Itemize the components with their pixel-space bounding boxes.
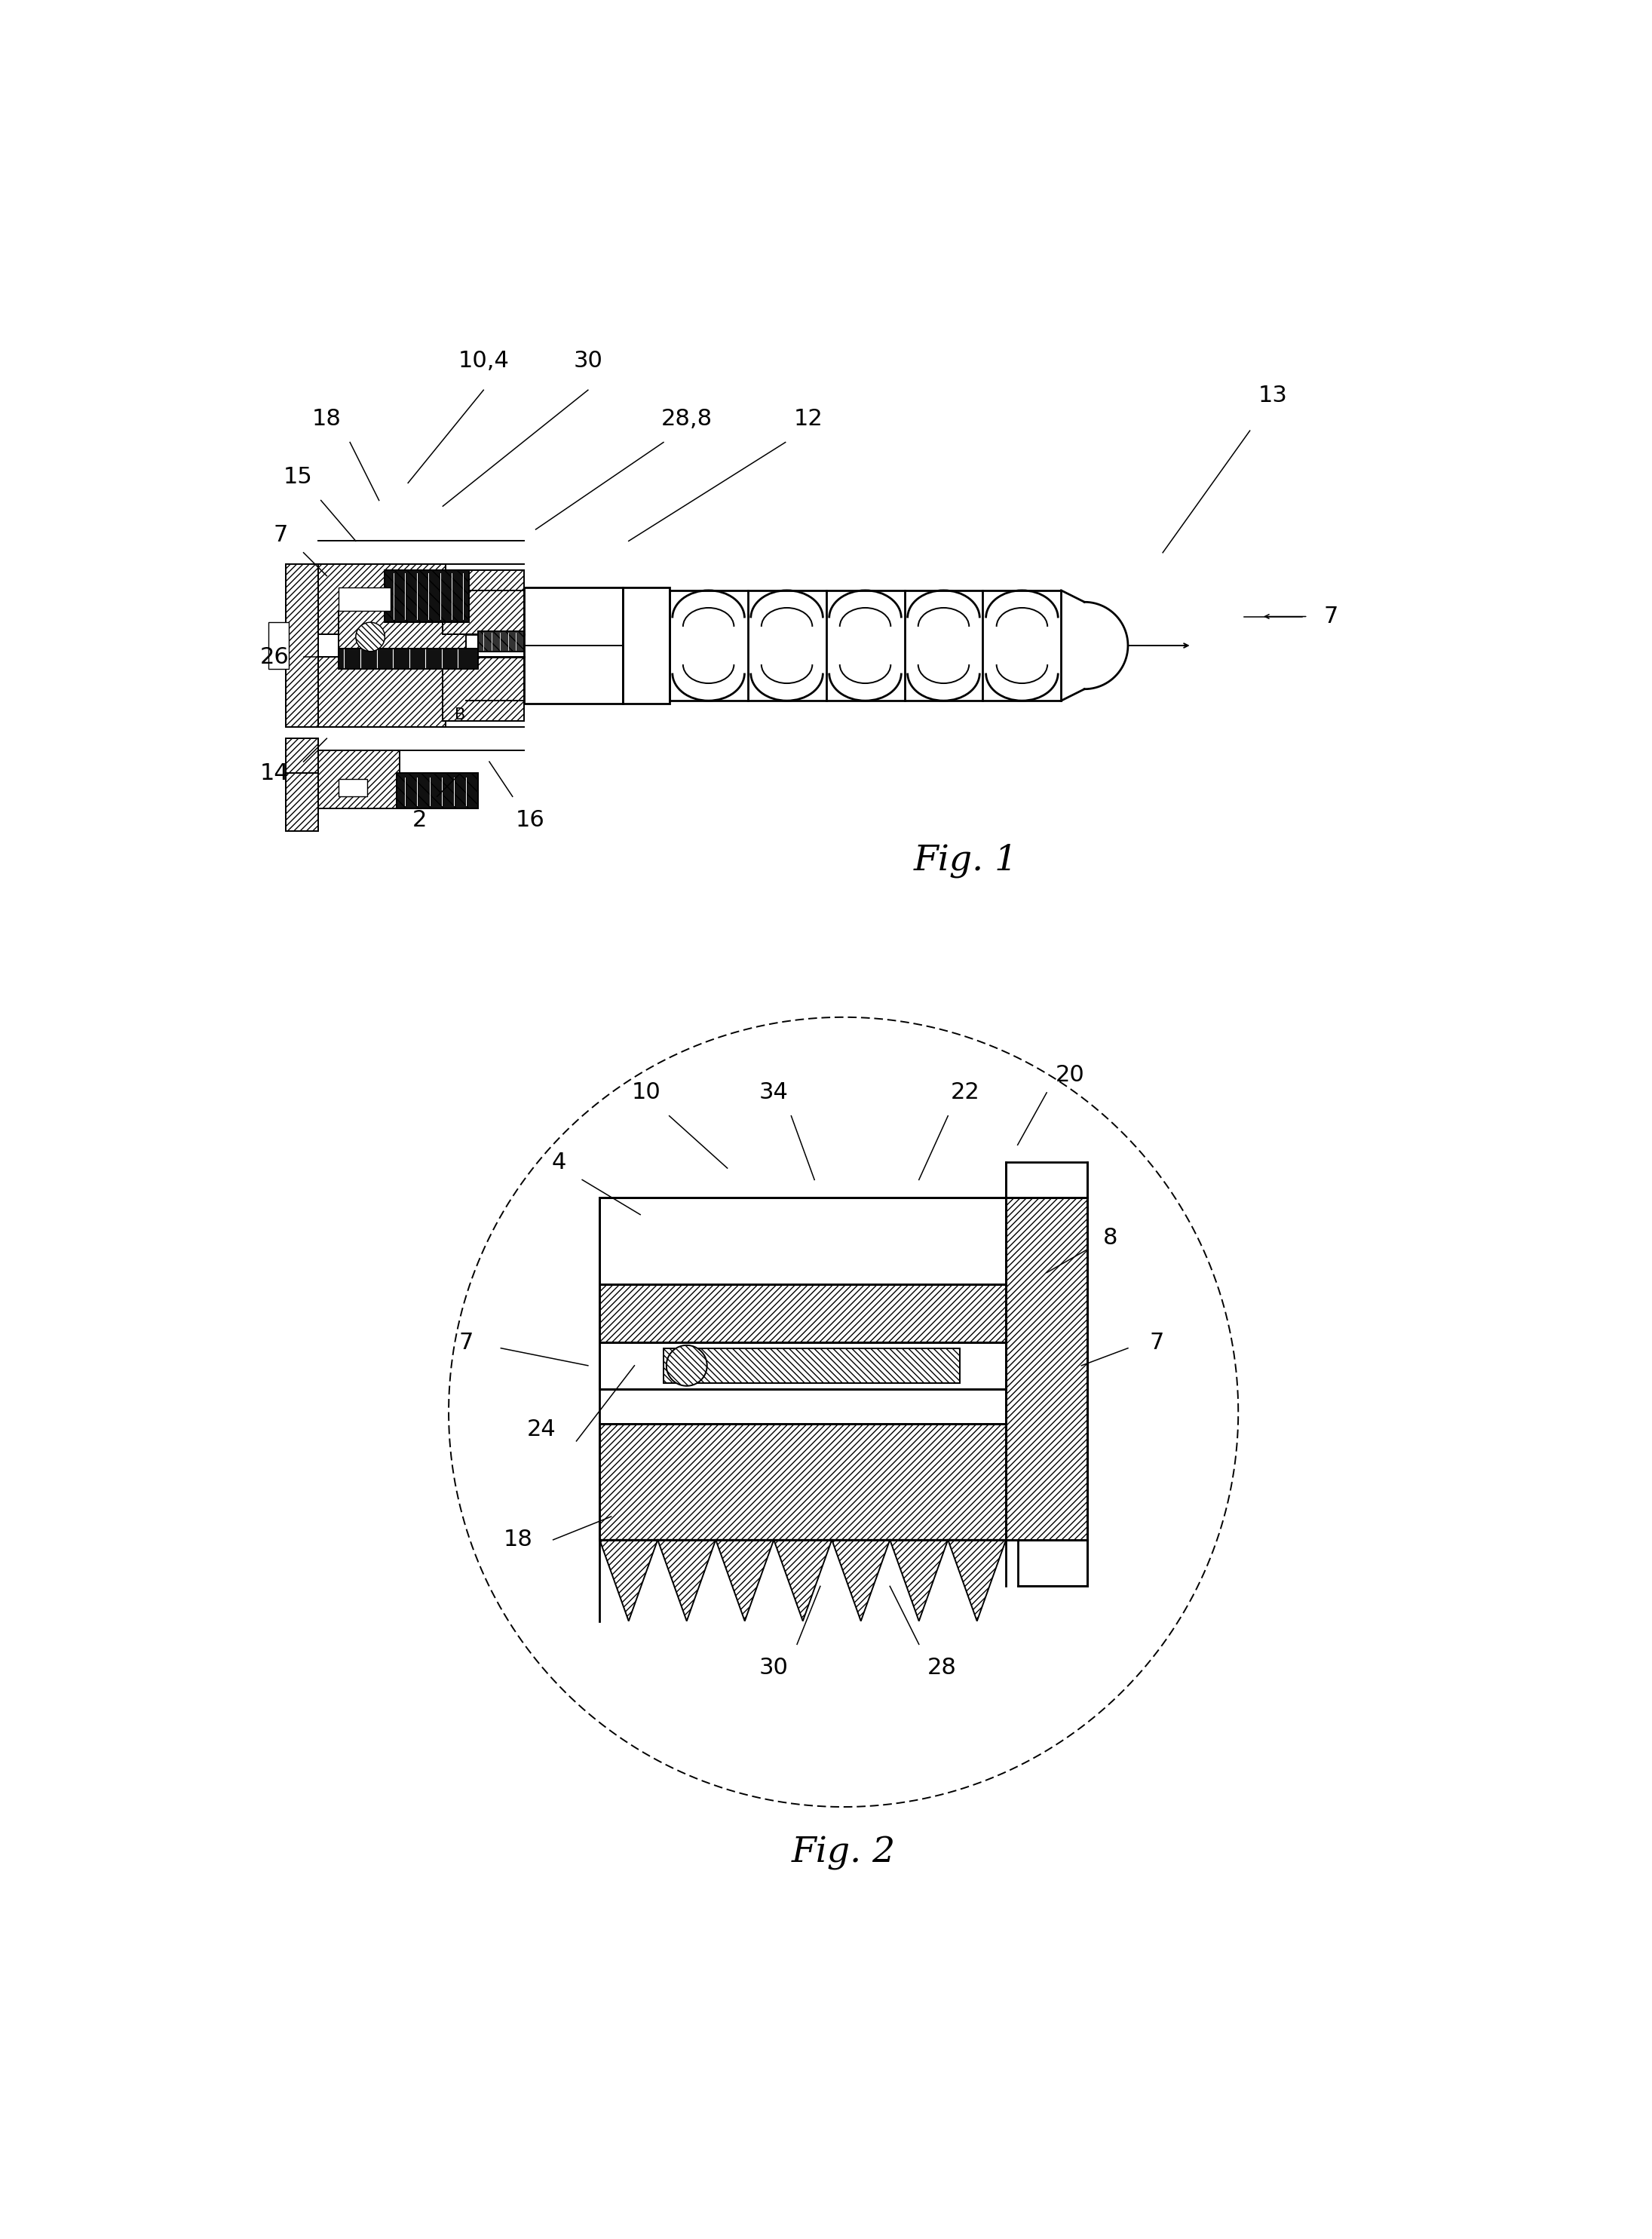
Polygon shape <box>355 622 385 652</box>
Text: 28,8: 28,8 <box>661 407 712 430</box>
Bar <box>664 1348 960 1384</box>
Bar <box>286 772 319 831</box>
Text: 18: 18 <box>312 407 342 430</box>
Bar <box>319 658 446 728</box>
Polygon shape <box>666 1346 707 1386</box>
Bar <box>319 750 400 808</box>
Text: 26: 26 <box>259 647 289 667</box>
Bar <box>623 587 669 703</box>
Text: 15: 15 <box>282 466 312 488</box>
Bar <box>385 571 469 622</box>
Bar <box>269 622 289 669</box>
Polygon shape <box>890 1540 948 1621</box>
Bar <box>443 658 524 721</box>
Polygon shape <box>715 1540 773 1621</box>
Bar <box>600 1285 1006 1343</box>
Text: 30: 30 <box>760 1657 788 1679</box>
Text: 8: 8 <box>1104 1227 1118 1249</box>
Polygon shape <box>600 1540 657 1621</box>
Bar <box>339 649 477 669</box>
Bar <box>664 1348 960 1384</box>
Text: Fig. 1: Fig. 1 <box>914 844 1018 878</box>
Bar <box>443 658 524 721</box>
Bar <box>286 772 319 831</box>
Bar <box>477 631 524 652</box>
Text: 20: 20 <box>1056 1064 1084 1086</box>
Bar <box>443 571 524 634</box>
Bar <box>396 772 477 808</box>
Text: 14: 14 <box>259 761 289 784</box>
Text: 13: 13 <box>1259 385 1289 407</box>
Text: 34: 34 <box>760 1081 788 1104</box>
Text: 30: 30 <box>573 349 603 372</box>
Bar <box>600 1343 1006 1388</box>
Bar <box>385 571 469 622</box>
Bar <box>600 1198 1006 1285</box>
Text: 10,4: 10,4 <box>458 349 509 372</box>
Bar <box>319 750 400 808</box>
Bar <box>443 571 524 634</box>
Bar <box>339 587 390 611</box>
Text: 24: 24 <box>527 1420 557 1440</box>
Text: 2: 2 <box>413 808 426 831</box>
Text: 16: 16 <box>515 808 545 831</box>
Text: B: B <box>454 708 466 723</box>
Polygon shape <box>657 1540 715 1621</box>
Text: 7: 7 <box>1150 1332 1165 1352</box>
Bar <box>1006 1198 1087 1540</box>
Bar <box>600 1424 1006 1540</box>
Bar <box>319 564 446 634</box>
Bar <box>339 779 367 797</box>
Bar <box>1006 1162 1087 1198</box>
Text: 18: 18 <box>504 1529 534 1552</box>
Bar <box>319 658 446 728</box>
Text: 4: 4 <box>552 1151 567 1173</box>
Bar <box>477 631 524 652</box>
Text: 7: 7 <box>273 524 287 546</box>
Bar <box>1018 1540 1087 1585</box>
Bar <box>286 564 319 728</box>
Polygon shape <box>833 1540 890 1621</box>
Bar <box>600 1424 1006 1540</box>
Text: 28: 28 <box>927 1657 957 1679</box>
Text: 7: 7 <box>1323 605 1338 627</box>
Text: 10: 10 <box>631 1081 661 1104</box>
Polygon shape <box>773 1540 833 1621</box>
Bar <box>339 611 466 658</box>
Bar <box>339 611 466 658</box>
Bar <box>286 564 319 728</box>
Bar <box>1006 1198 1087 1540</box>
Text: 22: 22 <box>952 1081 980 1104</box>
Bar <box>286 739 319 802</box>
Bar <box>286 739 319 802</box>
Text: Fig. 2: Fig. 2 <box>791 1836 895 1870</box>
Text: 12: 12 <box>795 407 823 430</box>
Bar <box>396 772 477 808</box>
Polygon shape <box>948 1540 1006 1621</box>
Bar <box>319 564 446 634</box>
Bar <box>600 1285 1006 1343</box>
Text: 7: 7 <box>459 1332 474 1352</box>
Bar <box>524 587 623 703</box>
